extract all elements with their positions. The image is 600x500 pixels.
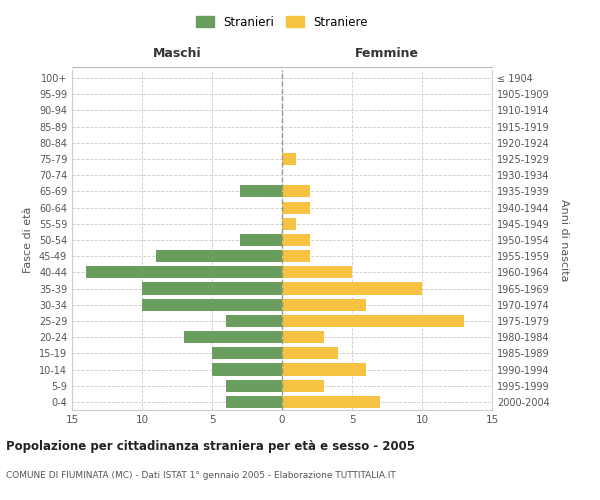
Bar — [282, 218, 296, 230]
Bar — [282, 282, 422, 294]
Bar — [226, 396, 282, 408]
Bar — [156, 250, 282, 262]
Bar — [240, 186, 282, 198]
Bar — [282, 186, 310, 198]
Bar — [282, 348, 338, 360]
Bar — [282, 234, 310, 246]
Bar — [212, 348, 282, 360]
Text: COMUNE DI FIUMINATA (MC) - Dati ISTAT 1° gennaio 2005 - Elaborazione TUTTITALIA.: COMUNE DI FIUMINATA (MC) - Dati ISTAT 1°… — [6, 470, 396, 480]
Bar — [184, 331, 282, 343]
Text: Femmine: Femmine — [355, 47, 419, 60]
Bar — [226, 315, 282, 327]
Bar — [282, 331, 324, 343]
Bar — [282, 250, 310, 262]
Bar — [282, 380, 324, 392]
Bar — [142, 282, 282, 294]
Y-axis label: Anni di nascita: Anni di nascita — [559, 198, 569, 281]
Text: Maschi: Maschi — [152, 47, 202, 60]
Y-axis label: Fasce di età: Fasce di età — [23, 207, 33, 273]
Bar — [86, 266, 282, 278]
Legend: Stranieri, Straniere: Stranieri, Straniere — [191, 11, 373, 34]
Bar — [142, 298, 282, 311]
Bar — [282, 396, 380, 408]
Bar — [226, 380, 282, 392]
Bar — [212, 364, 282, 376]
Bar — [282, 315, 464, 327]
Bar — [282, 364, 366, 376]
Text: Popolazione per cittadinanza straniera per età e sesso - 2005: Popolazione per cittadinanza straniera p… — [6, 440, 415, 453]
Bar — [282, 266, 352, 278]
Bar — [282, 153, 296, 165]
Bar — [282, 202, 310, 213]
Bar — [240, 234, 282, 246]
Bar — [282, 298, 366, 311]
